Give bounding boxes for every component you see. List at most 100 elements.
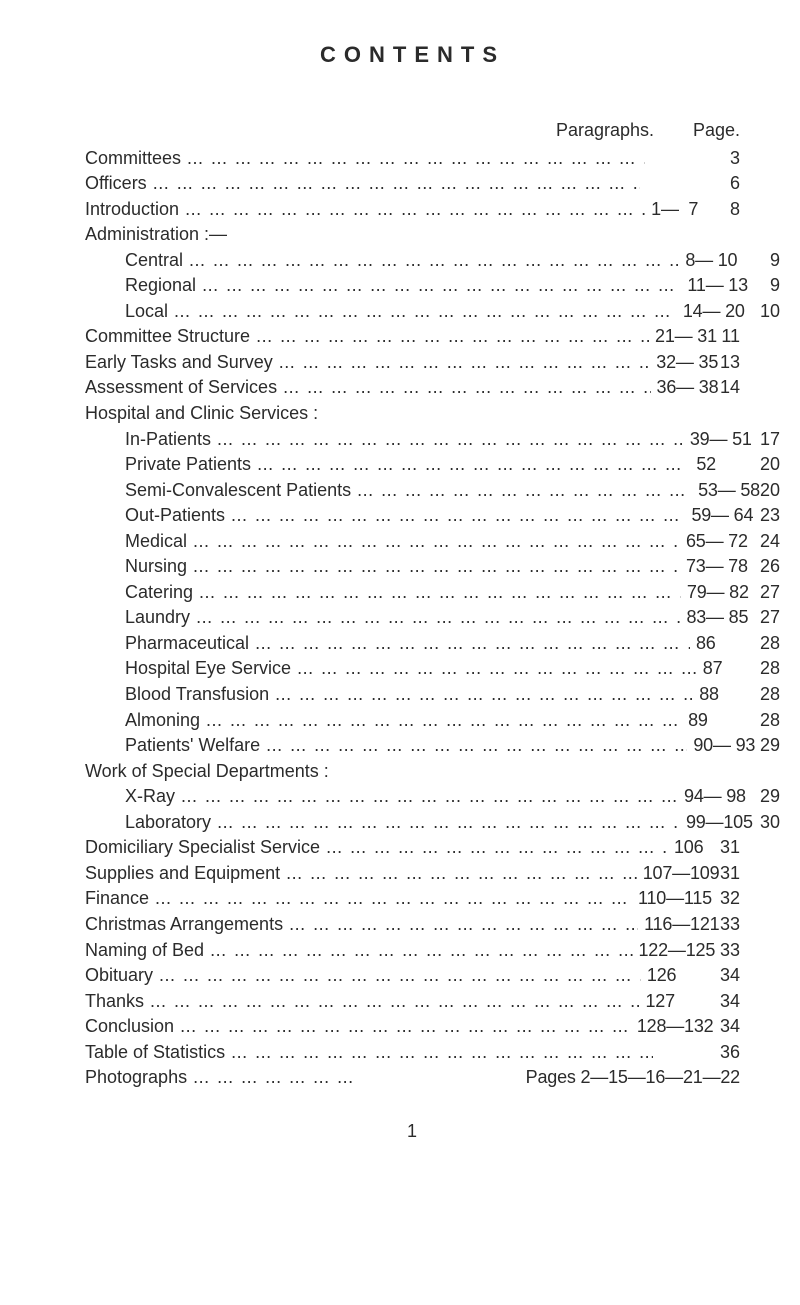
toc-paragraphs: 83— 85 xyxy=(686,605,751,631)
toc-paragraphs: 32— 35 xyxy=(656,350,718,376)
toc-page: 34 xyxy=(712,963,740,989)
toc-row: Laundry... ... ... ... ... ... ... ... .… xyxy=(85,605,780,631)
toc-label: Medical xyxy=(125,529,187,555)
toc-paragraphs: 94— 98 xyxy=(684,784,751,810)
toc-dots: ... ... ... ... ... ... ... ... ... ... … xyxy=(187,146,645,172)
toc-page: 10 xyxy=(750,299,780,325)
toc-dots: ... ... ... ... ... ... ... ... ... ... … xyxy=(326,835,668,861)
toc-page: 13 xyxy=(718,350,740,376)
toc-label: Almoning xyxy=(125,708,200,734)
toc-paragraphs: 106 xyxy=(674,835,720,861)
toc-paragraphs: 88 xyxy=(699,682,755,708)
toc-paragraphs: 122—125 xyxy=(639,938,716,964)
toc-page: 24 xyxy=(751,529,780,555)
toc-page: 28 xyxy=(755,682,780,708)
toc-page: 14 xyxy=(718,375,740,401)
toc-dots: ... ... ... ... ... ... ... ... ... ... … xyxy=(275,682,693,708)
toc-row: Blood Transfusion... ... ... ... ... ...… xyxy=(85,682,780,708)
toc-page: 26 xyxy=(751,554,780,580)
toc-page: 27 xyxy=(752,605,780,631)
toc-page: 34 xyxy=(714,1014,741,1040)
toc-dots: ... ... ... ... ... ... ... ... ... ... … xyxy=(217,427,684,453)
toc-paragraphs: 65— 72 xyxy=(686,529,751,555)
toc-label: Pharmaceutical xyxy=(125,631,249,657)
toc-label: Officers xyxy=(85,171,147,197)
toc-paragraphs: 116—121 xyxy=(644,912,719,938)
toc-paragraphs: 110—115 xyxy=(638,886,712,912)
toc-dots: ... ... ... ... ... ... ... ... ... ... … xyxy=(199,580,681,606)
toc-dots: ... ... ... ... ... ... ... ... ... ... … xyxy=(283,375,650,401)
toc-dots: ... ... ... ... ... ... ... ... ... ... … xyxy=(266,733,687,759)
toc-row: Laboratory... ... ... ... ... ... ... ..… xyxy=(85,810,780,836)
toc-row: Administration :— xyxy=(85,222,740,248)
toc-row: Officers... ... ... ... ... ... ... ... … xyxy=(85,171,740,197)
toc-page: 11 xyxy=(717,324,740,350)
toc-page: 6 xyxy=(711,171,740,197)
toc-row: Nursing... ... ... ... ... ... ... ... .… xyxy=(85,554,780,580)
toc-paragraphs: 52 xyxy=(696,452,754,478)
toc-label: Obituary xyxy=(85,963,153,989)
toc-paragraphs: 127 xyxy=(645,989,711,1015)
toc-header-row: Paragraphs. Page. xyxy=(85,118,740,144)
page-title: CONTENTS xyxy=(85,42,740,68)
toc-paragraphs: 36— 38 xyxy=(657,375,719,401)
toc-label: Hospital and Clinic Services : xyxy=(85,401,318,427)
toc-row: Almoning... ... ... ... ... ... ... ... … xyxy=(85,708,780,734)
toc-label: Local xyxy=(125,299,168,325)
toc-row: Introduction... ... ... ... ... ... ... … xyxy=(85,197,740,223)
toc-paragraphs: 1— 7 xyxy=(651,197,713,223)
toc-page: 32 xyxy=(712,886,740,912)
toc-label: Photographs xyxy=(85,1065,187,1091)
toc-page: 36 xyxy=(715,1040,740,1066)
toc-label: Patients' Welfare xyxy=(125,733,260,759)
toc-label: Blood Transfusion xyxy=(125,682,269,708)
toc-dots: ... ... ... ... ... ... ... ... ... ... … xyxy=(180,1014,631,1040)
toc-label: Supplies and Equipment xyxy=(85,861,280,887)
toc-row: Hospital and Clinic Services : xyxy=(85,401,740,427)
toc-paragraphs: 59— 64 xyxy=(691,503,753,529)
toc-dots: ... ... ... ... ... ... ... ... ... ... … xyxy=(286,861,637,887)
toc-row: Finance... ... ... ... ... ... ... ... .… xyxy=(85,886,740,912)
toc-paragraphs: Pages 2—15—16—21—22 xyxy=(526,1065,740,1091)
toc-row: Christmas Arrangements... ... ... ... ..… xyxy=(85,912,740,938)
toc-dots: ... ... ... ... ... ... ... ... ... ... … xyxy=(189,248,679,274)
toc-dots: ... ... ... ... ... ... ... ... ... ... … xyxy=(255,631,690,657)
toc-dots: ... ... ... ... ... ... ... ... ... ... … xyxy=(257,452,690,478)
toc-row: Conclusion... ... ... ... ... ... ... ..… xyxy=(85,1014,740,1040)
toc-row: Regional... ... ... ... ... ... ... ... … xyxy=(85,273,780,299)
toc-row: X-Ray... ... ... ... ... ... ... ... ...… xyxy=(85,784,780,810)
toc-paragraphs: 8— 10 xyxy=(685,248,751,274)
toc-row: Private Patients... ... ... ... ... ... … xyxy=(85,452,780,478)
toc-page: 28 xyxy=(752,708,780,734)
toc-label: Catering xyxy=(125,580,193,606)
toc-page: 33 xyxy=(719,912,740,938)
toc-row: Table of Statistics... ... ... ... ... .… xyxy=(85,1040,740,1066)
toc-page: 20 xyxy=(755,452,780,478)
toc-dots: ... ... ... ... ... ... ... ... ... ... … xyxy=(256,324,649,350)
toc-label: Table of Statistics xyxy=(85,1040,225,1066)
toc-label: Introduction xyxy=(85,197,179,223)
toc-row: Committees... ... ... ... ... ... ... ..… xyxy=(85,146,740,172)
toc-label: Regional xyxy=(125,273,196,299)
toc-header-paragraphs: Paragraphs. xyxy=(556,118,684,144)
toc-label: Laundry xyxy=(125,605,190,631)
toc-row: Catering... ... ... ... ... ... ... ... … xyxy=(85,580,780,606)
toc-page: 17 xyxy=(753,427,780,453)
toc-label: Administration :— xyxy=(85,222,227,248)
toc-dots: ... ... ... ... ... ... ... ... ... ... … xyxy=(297,656,697,682)
toc-row: In-Patients... ... ... ... ... ... ... .… xyxy=(85,427,780,453)
toc-page: 34 xyxy=(711,989,740,1015)
toc-row: Photographs ... ... ... ... ... ... ... … xyxy=(85,1065,740,1091)
toc-label: Private Patients xyxy=(125,452,251,478)
toc-row: Out-Patients... ... ... ... ... ... ... … xyxy=(85,503,780,529)
page: CONTENTS Paragraphs. Page. Committees...… xyxy=(0,0,800,1305)
toc-dots: ... ... ... ... ... ... ... ... ... ... … xyxy=(210,938,632,964)
toc-paragraphs: 14— 20 xyxy=(683,299,751,325)
toc-label: X-Ray xyxy=(125,784,175,810)
toc-dots: ... ... ... ... ... ... ... ... ... ... … xyxy=(357,478,692,504)
toc-page: 33 xyxy=(715,938,740,964)
toc-paragraphs: 73— 78 xyxy=(686,554,751,580)
toc-page: 29 xyxy=(751,784,780,810)
toc-row: Thanks... ... ... ... ... ... ... ... ..… xyxy=(85,989,740,1015)
toc-label: In-Patients xyxy=(125,427,211,453)
